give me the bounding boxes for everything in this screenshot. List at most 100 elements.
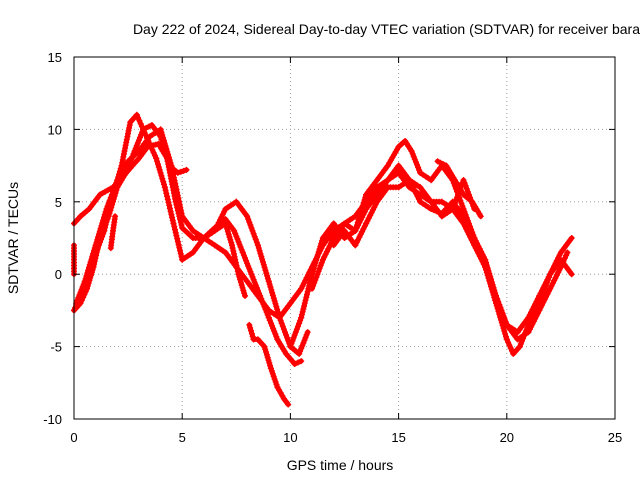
data-point: [533, 298, 540, 305]
data-point: [154, 158, 161, 165]
data-point: [526, 311, 533, 318]
data-point: [265, 278, 272, 285]
data-point: [409, 150, 416, 157]
data-point: [177, 250, 184, 257]
data-point: [545, 273, 552, 280]
data-point: [263, 270, 270, 277]
data-point: [92, 255, 99, 262]
data-point: [169, 217, 176, 224]
data-point: [228, 239, 235, 246]
data-point: [230, 250, 237, 257]
data-point: [156, 166, 163, 173]
data-point: [219, 211, 226, 218]
data-point: [146, 140, 153, 147]
data-point: [492, 290, 499, 297]
data-point: [501, 328, 508, 334]
data-point: [91, 261, 98, 268]
data-point: [148, 143, 154, 150]
data-point: [87, 274, 94, 281]
data-point: [292, 329, 299, 336]
data-point: [162, 151, 169, 157]
data-point: [177, 168, 184, 175]
data-point: [450, 203, 457, 210]
x-tick-label: 15: [391, 430, 405, 445]
data-point: [269, 289, 276, 296]
data-point: [77, 300, 84, 307]
data-point: [461, 180, 468, 186]
data-point: [428, 206, 435, 212]
data-point: [487, 273, 494, 280]
data-point: [174, 169, 181, 176]
data-point: [159, 175, 166, 182]
data-point: [229, 245, 236, 252]
data-point: [493, 292, 499, 299]
data-point: [298, 345, 305, 352]
x-tick-label: 25: [608, 430, 622, 445]
data-point: [113, 187, 120, 194]
data-point: [264, 311, 271, 318]
y-tick-label: 10: [48, 122, 62, 137]
data-point: [270, 373, 277, 380]
data-point: [166, 202, 173, 209]
data-point: [89, 266, 96, 273]
data-point: [278, 320, 285, 327]
series-layer: [71, 111, 575, 408]
data-point: [248, 224, 255, 231]
data-point: [318, 240, 325, 247]
data-point: [246, 219, 253, 226]
data-point: [153, 155, 160, 162]
data-point: [262, 267, 269, 274]
data-point: [285, 401, 292, 408]
data-point: [557, 264, 564, 270]
data-point: [261, 264, 268, 271]
data-point: [364, 217, 371, 224]
data-point: [161, 145, 167, 152]
data-point: [290, 334, 297, 341]
data-point: [160, 178, 167, 185]
y-tick-label: 0: [55, 267, 62, 282]
data-point: [88, 272, 94, 279]
data-point: [110, 195, 117, 202]
data-point: [314, 254, 320, 261]
data-point: [93, 249, 100, 256]
data-point: [311, 262, 318, 269]
data-point: [311, 279, 318, 286]
series-track-3: [73, 126, 311, 357]
data-point: [272, 378, 279, 385]
data-point: [133, 111, 140, 118]
data-point: [245, 216, 252, 223]
data-point: [459, 203, 466, 210]
data-point: [274, 306, 281, 313]
data-point: [500, 313, 507, 320]
data-point: [318, 259, 325, 266]
data-point: [269, 370, 276, 377]
data-point: [176, 198, 182, 205]
data-point: [247, 324, 254, 331]
data-point: [272, 330, 279, 337]
data-point: [499, 310, 506, 317]
data-point: [112, 190, 119, 197]
data-point: [371, 204, 378, 211]
data-point: [269, 292, 276, 299]
data-point: [361, 208, 368, 215]
data-point: [295, 359, 301, 366]
data-point: [172, 229, 179, 236]
data-point: [242, 254, 248, 261]
data-point: [483, 262, 490, 269]
data-point: [455, 191, 462, 198]
data-point: [248, 327, 254, 334]
data-point: [164, 193, 171, 200]
data-point: [313, 257, 320, 264]
data-point: [463, 185, 470, 192]
data-point: [101, 224, 108, 231]
data-point: [217, 216, 224, 223]
data-point: [164, 196, 171, 203]
data-point: [244, 260, 251, 267]
grid: [74, 57, 615, 419]
data-point: [152, 141, 159, 148]
data-point: [99, 229, 106, 236]
data-point: [267, 365, 274, 372]
data-point: [454, 194, 460, 201]
data-point: [124, 167, 130, 174]
data-point: [227, 236, 234, 243]
